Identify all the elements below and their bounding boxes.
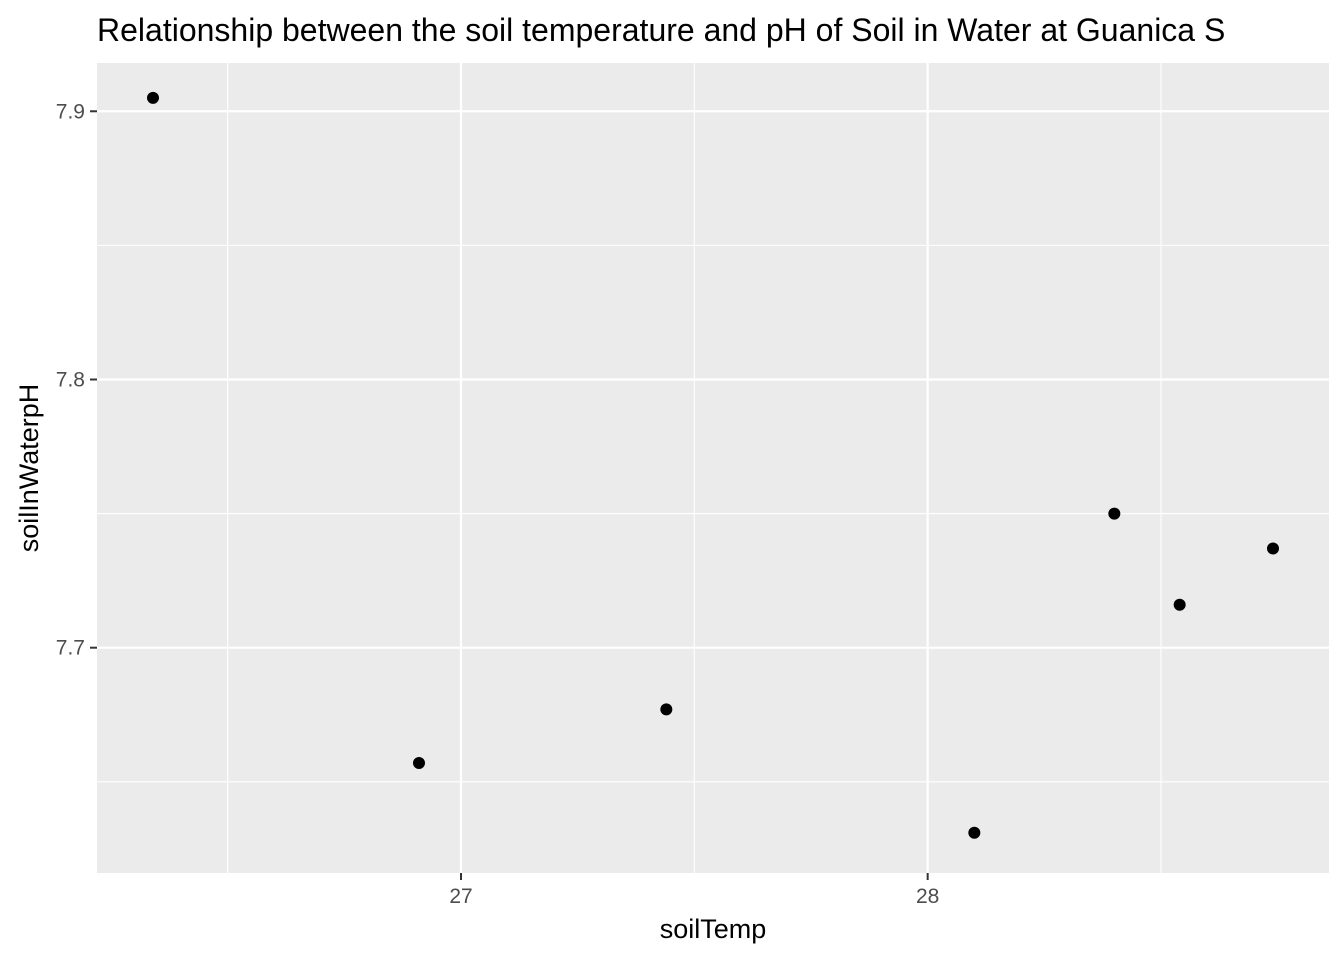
data-point xyxy=(413,757,425,770)
x-tick-label: 28 xyxy=(916,885,939,908)
x-tick-label: 27 xyxy=(449,885,472,908)
x-axis-title: soilTemp xyxy=(660,914,767,944)
chart-title: Relationship between the soil temperatur… xyxy=(97,12,1225,48)
y-tick-label: 7.9 xyxy=(56,100,85,123)
y-tick-label: 7.7 xyxy=(56,637,85,660)
y-axis-title: soilInWaterpH xyxy=(14,384,44,553)
axis-ticks xyxy=(90,110,929,880)
data-point xyxy=(1108,507,1121,520)
data-point xyxy=(147,91,159,104)
grid-major xyxy=(97,63,1329,873)
y-tick-label: 7.8 xyxy=(56,368,85,391)
tick-labels: 27 28 7.7 7.8 7.9 xyxy=(56,100,940,908)
data-point xyxy=(1267,542,1279,555)
grid-minor xyxy=(97,63,1329,873)
data-point xyxy=(660,703,673,716)
data-point xyxy=(968,826,981,839)
data-points xyxy=(147,91,1279,839)
plot-panel xyxy=(97,63,1329,873)
data-point xyxy=(1173,598,1186,611)
